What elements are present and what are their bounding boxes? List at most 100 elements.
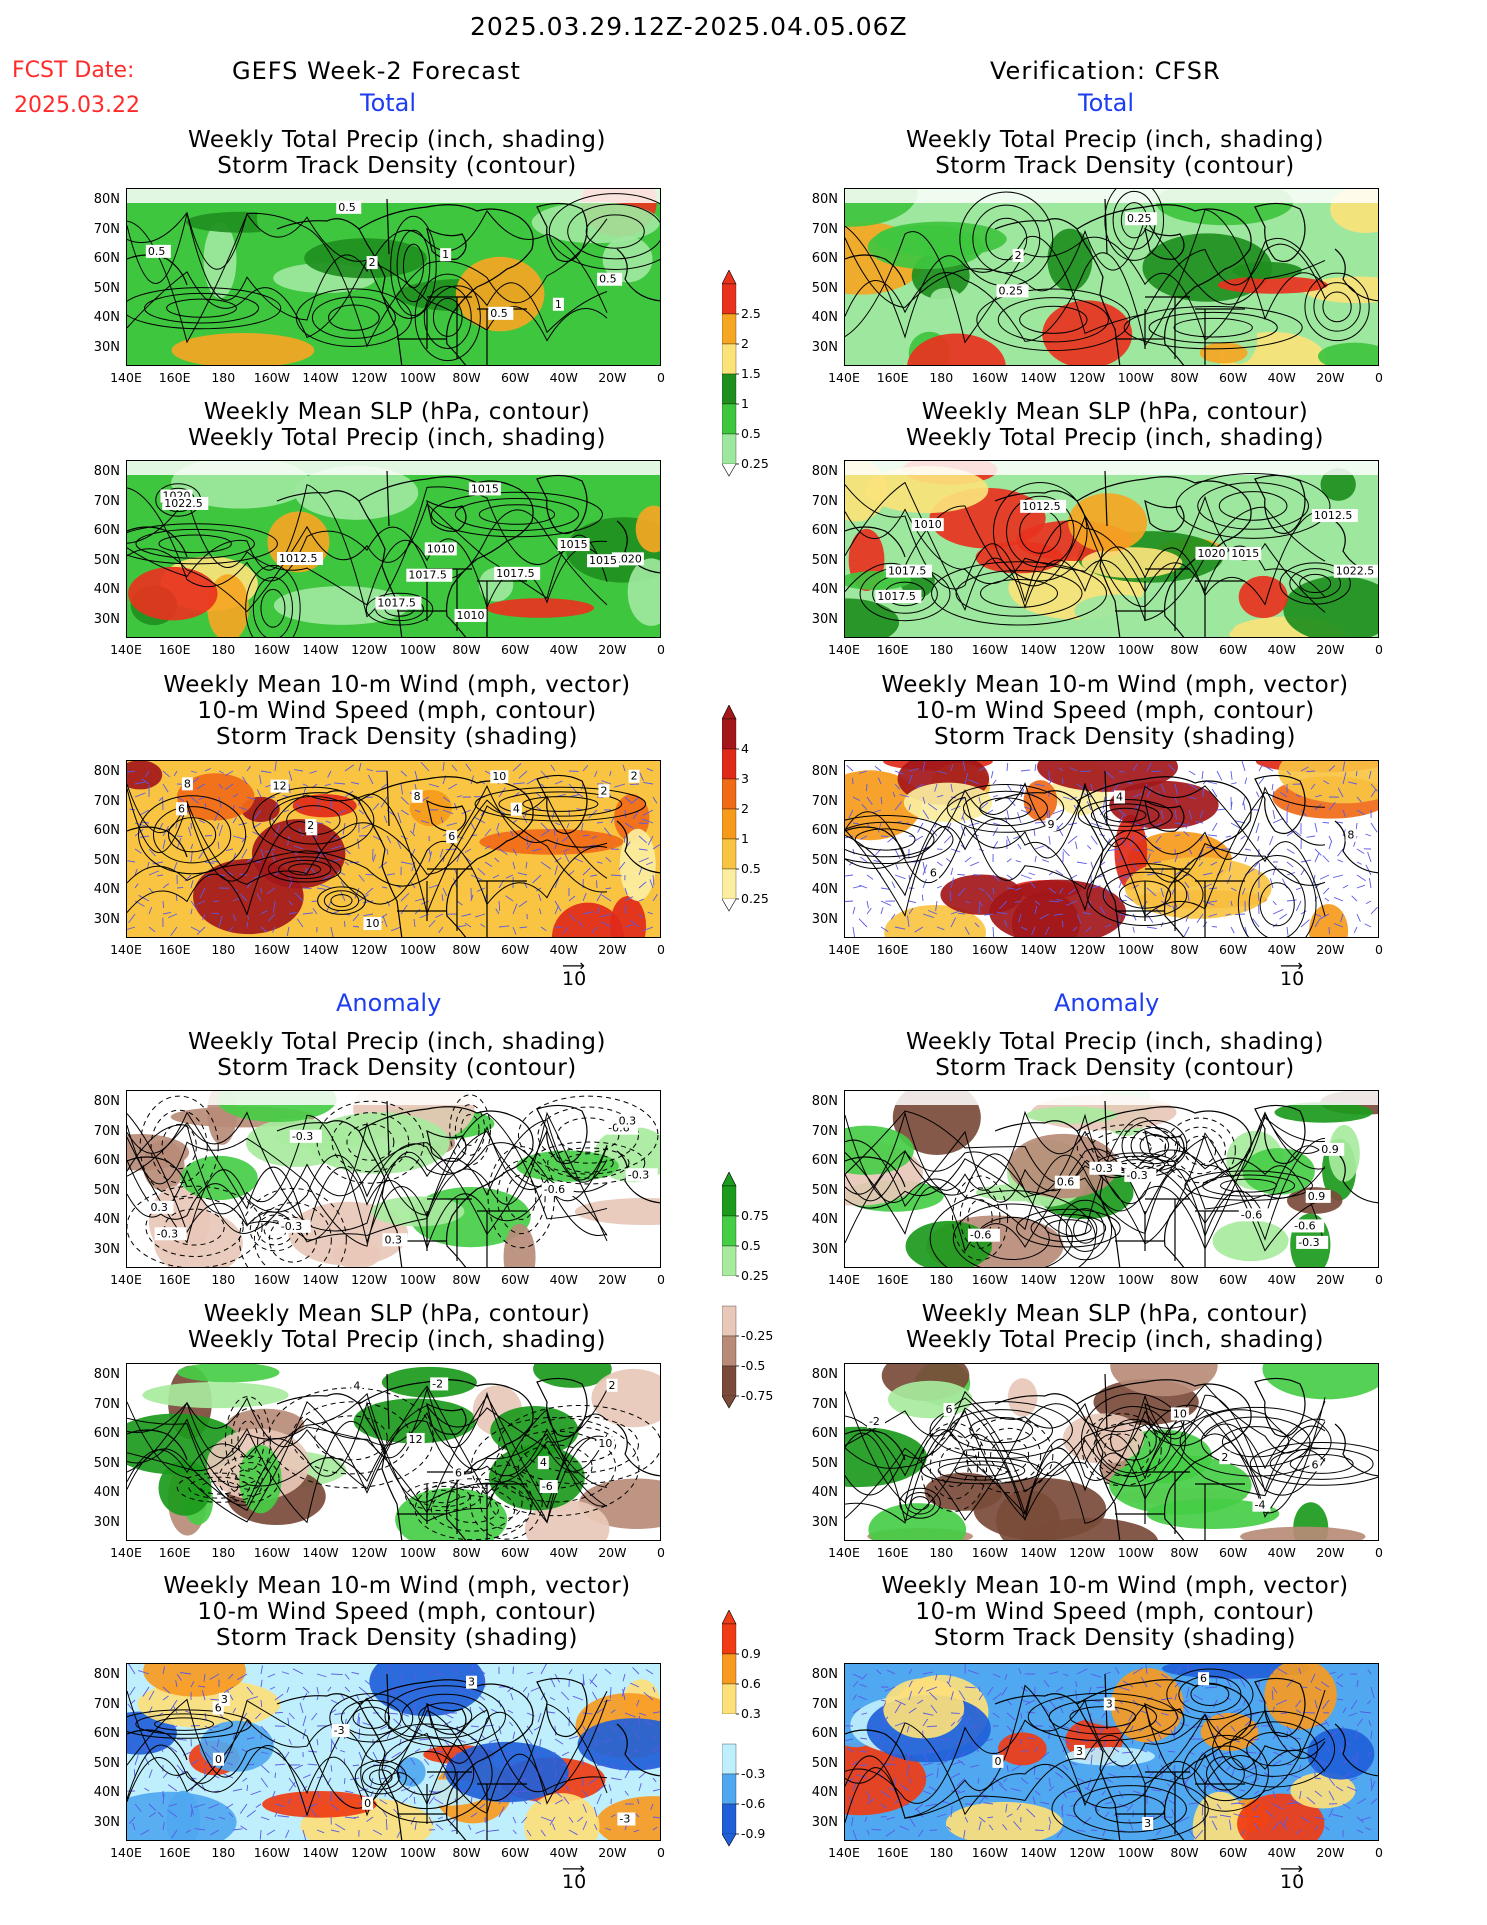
longitude-label: 160E: [876, 1545, 909, 1560]
longitude-label: 20W: [1316, 1845, 1345, 1860]
colorbar-tick-label: 1: [741, 396, 749, 411]
latitude-label: 70N: [93, 793, 120, 809]
contour-label: 9: [1047, 818, 1054, 831]
contour-label: 10: [365, 917, 379, 930]
contour-label: 6: [215, 1701, 222, 1714]
longitude-label: 60W: [500, 1845, 530, 1860]
latitude-label: 30N: [811, 911, 838, 927]
map-cfsr-anom-slp-precip: 6 -4 10 6 -2 2: [844, 1363, 1379, 1541]
contour-label: 2: [307, 819, 314, 832]
longitude-label: 40W: [1267, 642, 1296, 657]
longitude-label: 140W: [302, 942, 339, 957]
colorbar-tick-label: 0.3: [741, 1706, 761, 1721]
longitude-label: 140W: [1020, 1545, 1057, 1560]
longitude-label: 0: [657, 642, 665, 657]
contour-label: 1012.5: [1022, 500, 1061, 513]
longitude-label: 120W: [1069, 642, 1106, 657]
longitude-label: 100W: [1117, 370, 1154, 385]
panel-title: Weekly Total Precip (inch, shading) Storm…: [188, 127, 606, 179]
latitude-label: 40N: [93, 1785, 120, 1800]
longitude-label: 80W: [1170, 370, 1199, 385]
contour-label: -0.3: [1091, 1162, 1112, 1175]
contour-label: -0.6: [970, 1229, 991, 1242]
reference-vector-left: ⟶ 10: [562, 1859, 586, 1893]
panel-title: Weekly Total Precip (inch, shading) Storm…: [188, 1029, 606, 1081]
contour-label: 1: [442, 248, 449, 261]
colorbar-tick-label: -0.3: [741, 1766, 765, 1781]
longitude-label: 160W: [971, 642, 1009, 657]
contour-label: 3: [468, 1676, 475, 1689]
colorbar-tick-label: 1.5: [741, 366, 761, 381]
colorbar-tick-label: -0.5: [741, 1358, 765, 1373]
longitude-label: 20W: [598, 942, 627, 957]
contour-label: 1020: [614, 552, 642, 565]
contour-label: 0.3: [150, 1201, 168, 1214]
colorbar-tick-label: 3: [741, 771, 749, 786]
left-model-title: GEFS Week-2 Forecast: [232, 57, 521, 85]
longitude-label: 20W: [1316, 1545, 1345, 1560]
latitude-label: 50N: [93, 852, 120, 868]
contour-label: -0.3: [1126, 1169, 1147, 1182]
longitude-label: 0: [1375, 642, 1383, 657]
longitude-label: 160W: [253, 642, 291, 657]
latitude-label: 60N: [811, 1153, 838, 1168]
contour-label: 0.9: [1321, 1143, 1339, 1156]
longitude-label: 140E: [110, 642, 142, 657]
latitude-label: 30N: [93, 911, 120, 927]
longitude-label: 100W: [399, 1545, 436, 1560]
longitude-label: 80W: [1170, 1845, 1199, 1860]
longitude-label: 180: [929, 642, 954, 657]
contour-label: -0.3: [628, 1168, 649, 1181]
panel-title: Weekly Total Precip (inch, shading) Storm…: [906, 127, 1324, 179]
contour-label: 1015: [589, 554, 617, 567]
longitude-label: 60W: [1218, 370, 1248, 385]
panel-title: Weekly Mean 10-m Wind (mph, vector) 10-m …: [881, 672, 1349, 750]
contour-label: 1017.5: [888, 565, 927, 578]
contour-label: 0.9: [1308, 1190, 1326, 1203]
longitude-label: 160E: [158, 1545, 191, 1560]
contour-label: 6: [930, 866, 937, 879]
longitude-label: 140E: [828, 942, 860, 957]
longitude-label: 140E: [828, 642, 860, 657]
colorbar-tick-label: 2: [741, 336, 749, 351]
latitude-label: 50N: [93, 1455, 120, 1471]
panel-title: Weekly Mean SLP (hPa, contour) Weekly Tot…: [188, 399, 606, 451]
latitude-label: 40N: [811, 582, 838, 597]
panel-title: Weekly Mean 10-m Wind (mph, vector) 10-m …: [881, 1573, 1349, 1651]
longitude-label: 140W: [1020, 942, 1057, 957]
latitude-label: 40N: [811, 1485, 838, 1500]
map-gefs-anom-slp-precip: 10 6 4 12 2 -6 -2 4: [126, 1363, 661, 1541]
longitude-label: 40W: [549, 1545, 578, 1560]
latitude-label: 80N: [811, 1094, 838, 1109]
longitude-label: 100W: [399, 370, 436, 385]
longitude-label: 180: [929, 1845, 954, 1860]
longitude-label: 160E: [158, 1272, 191, 1287]
longitude-label: 180: [211, 1545, 236, 1560]
longitude-label: 100W: [1117, 642, 1154, 657]
longitude-label: 40W: [549, 1272, 578, 1287]
panel-title: Weekly Mean 10-m Wind (mph, vector) 10-m …: [163, 1573, 631, 1651]
panel-title: Weekly Mean 10-m Wind (mph, vector) 10-m …: [163, 672, 631, 750]
longitude-label: 120W: [351, 370, 388, 385]
latitude-label: 30N: [93, 1514, 120, 1530]
contour-label: 4: [353, 1380, 360, 1393]
colorbar-tick-label: 0.6: [741, 1676, 761, 1691]
contour-label: -0.3: [281, 1220, 302, 1233]
latitude-label: 30N: [811, 339, 838, 355]
latitude-label: 30N: [93, 1241, 120, 1257]
contour-label: 1015: [471, 482, 499, 495]
longitude-label: 120W: [351, 942, 388, 957]
colorbar-tick-label: 0.5: [741, 861, 761, 876]
contour-label: 1: [555, 298, 562, 311]
panel-title: Weekly Mean SLP (hPa, contour) Weekly Tot…: [906, 399, 1324, 451]
contour-label: 12: [273, 780, 287, 793]
longitude-label: 120W: [1069, 1845, 1106, 1860]
latitude-label: 70N: [93, 1696, 120, 1712]
longitude-label: 180: [929, 942, 954, 957]
contour-label: 6: [448, 830, 455, 843]
longitude-label: 20W: [598, 1545, 627, 1560]
longitude-label: 0: [657, 370, 665, 385]
contour-label: 12: [409, 1433, 423, 1446]
latitude-label: 60N: [93, 523, 120, 538]
longitude-label: 100W: [399, 1272, 436, 1287]
